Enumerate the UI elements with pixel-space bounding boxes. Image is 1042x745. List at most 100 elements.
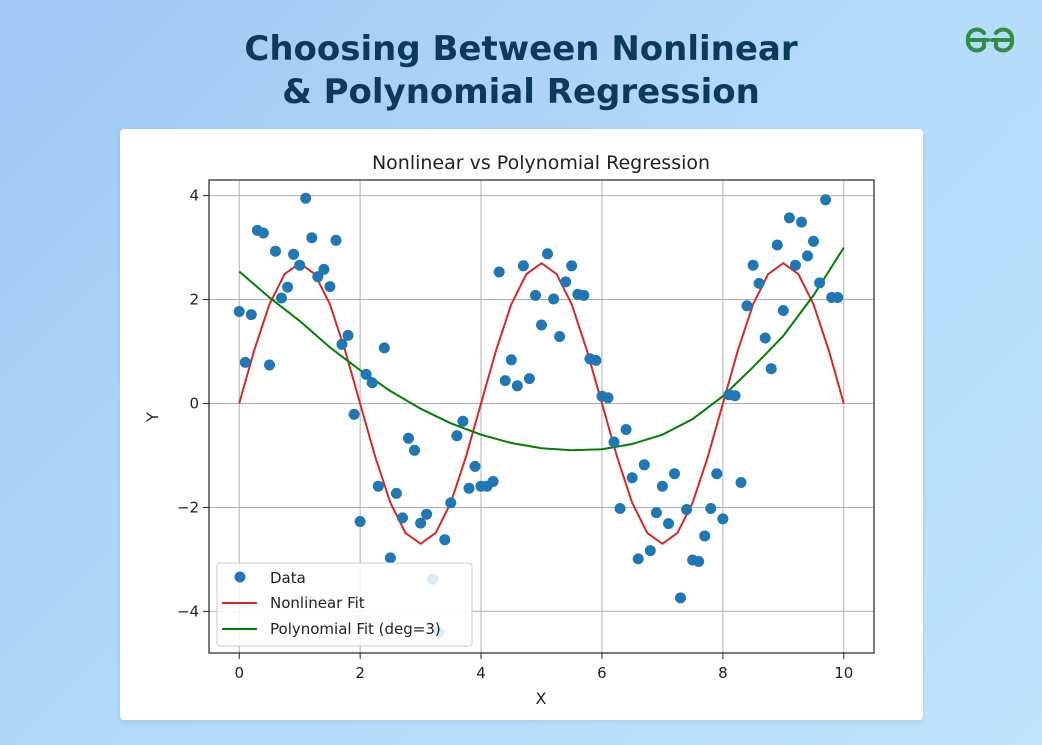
data-point bbox=[342, 329, 354, 341]
data-point bbox=[421, 508, 433, 520]
data-point bbox=[384, 552, 396, 564]
data-point bbox=[789, 259, 801, 271]
data-point bbox=[681, 504, 693, 515]
data-point bbox=[620, 424, 632, 435]
data-point bbox=[632, 553, 644, 565]
data-point bbox=[638, 459, 650, 471]
data-point bbox=[663, 518, 674, 530]
data-point bbox=[493, 266, 505, 278]
data-point bbox=[300, 192, 312, 204]
data-point bbox=[530, 289, 541, 301]
data-point bbox=[626, 472, 638, 484]
data-point bbox=[439, 534, 451, 546]
data-point bbox=[397, 512, 408, 524]
series-line-2 bbox=[238, 247, 845, 452]
data-point bbox=[796, 216, 807, 228]
data-point bbox=[445, 497, 457, 509]
data-point bbox=[288, 248, 300, 260]
data-point bbox=[614, 503, 626, 514]
data-point bbox=[451, 430, 463, 442]
data-point bbox=[548, 293, 560, 305]
y-tick-label: 0 bbox=[189, 395, 199, 413]
data-point bbox=[578, 289, 590, 301]
data-point bbox=[336, 338, 348, 350]
data-point bbox=[390, 487, 402, 499]
data-point bbox=[257, 227, 269, 239]
data-point bbox=[499, 375, 511, 387]
data-point bbox=[705, 503, 717, 514]
data-point bbox=[717, 513, 729, 525]
x-axis-label: X bbox=[536, 689, 547, 708]
x-tick-label: 6 bbox=[597, 664, 607, 682]
data-point bbox=[324, 281, 336, 293]
data-point bbox=[366, 377, 378, 389]
y-axis-label: Y bbox=[143, 412, 162, 423]
chart-card: Nonlinear vs Polynomial Regression 0 2 4 6 8… bbox=[120, 129, 923, 720]
data-point bbox=[675, 592, 686, 604]
data-point bbox=[542, 248, 553, 260]
data-point bbox=[511, 380, 523, 392]
data-point bbox=[729, 390, 741, 402]
data-point bbox=[832, 292, 844, 303]
data-point bbox=[808, 235, 819, 247]
data-point bbox=[814, 277, 826, 289]
data-point bbox=[233, 306, 245, 317]
data-point bbox=[783, 212, 795, 224]
x-axis: 0 2 4 6 8 10 bbox=[234, 653, 853, 682]
data-point bbox=[741, 300, 753, 312]
data-point bbox=[372, 480, 384, 492]
data-point bbox=[409, 444, 420, 456]
data-point bbox=[693, 556, 705, 567]
data-point bbox=[771, 239, 783, 251]
data-point bbox=[378, 342, 390, 354]
data-point bbox=[656, 480, 668, 492]
data-point bbox=[245, 309, 257, 321]
data-point bbox=[669, 468, 680, 480]
data-point bbox=[765, 363, 777, 375]
gfg-logo-icon bbox=[965, 27, 1015, 53]
legend-label-nonlinear: Nonlinear Fit bbox=[270, 594, 365, 612]
data-point bbox=[747, 259, 759, 271]
legend-box bbox=[216, 562, 473, 647]
data-point bbox=[469, 460, 481, 472]
data-point bbox=[348, 408, 360, 420]
data-point bbox=[330, 234, 342, 246]
data-point bbox=[318, 263, 330, 275]
data-point bbox=[487, 476, 499, 487]
data-point bbox=[270, 245, 281, 257]
data-point bbox=[820, 194, 832, 206]
data-point bbox=[360, 368, 372, 380]
y-tick-label: 4 bbox=[189, 187, 199, 205]
data-point bbox=[777, 305, 789, 316]
data-point bbox=[523, 373, 535, 385]
series-line-1 bbox=[238, 261, 845, 546]
data-point bbox=[759, 332, 771, 344]
data-point bbox=[711, 468, 723, 480]
page-headline: Choosing Between Nonlinear & Polynomial … bbox=[0, 28, 1042, 114]
data-point bbox=[463, 482, 475, 494]
legend-label-data: Data bbox=[270, 569, 306, 587]
x-tick-label: 10 bbox=[834, 664, 853, 682]
plot-frame bbox=[208, 179, 875, 654]
data-point bbox=[282, 281, 294, 293]
fit-lines bbox=[238, 247, 845, 546]
data-point bbox=[239, 356, 251, 368]
data-point bbox=[608, 436, 620, 448]
data-point bbox=[306, 232, 318, 244]
data-point bbox=[699, 530, 711, 542]
data-point bbox=[566, 260, 578, 272]
data-point bbox=[536, 319, 547, 331]
data-point bbox=[312, 271, 324, 283]
data-point bbox=[802, 250, 813, 262]
data-point bbox=[753, 277, 765, 289]
data-point bbox=[554, 331, 566, 342]
data-point bbox=[735, 477, 747, 488]
data-point bbox=[602, 392, 614, 404]
data-point bbox=[644, 545, 656, 557]
data-point bbox=[403, 432, 414, 444]
legend: Data Nonlinear Fit Polynomial Fit (deg=3… bbox=[216, 562, 473, 647]
y-tick-label: 2 bbox=[189, 291, 199, 309]
data-point bbox=[650, 507, 662, 519]
data-points bbox=[233, 192, 844, 638]
headline-line-2: & Polynomial Regression bbox=[282, 72, 760, 112]
